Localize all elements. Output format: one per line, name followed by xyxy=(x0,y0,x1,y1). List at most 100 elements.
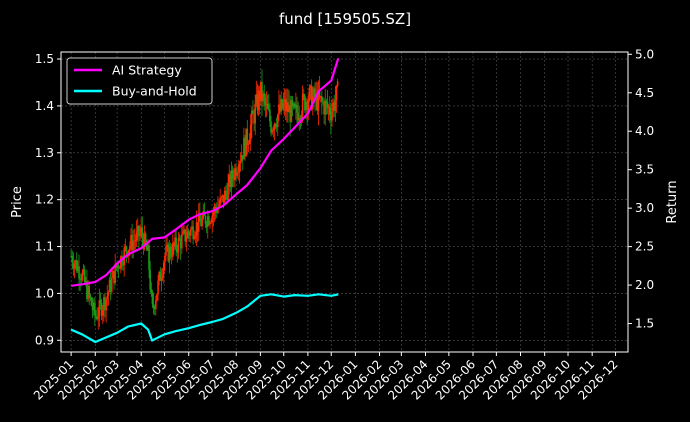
candle-body xyxy=(239,161,242,164)
candle-body xyxy=(145,243,148,251)
candle-body xyxy=(117,264,120,269)
candle-body xyxy=(273,124,276,131)
candle-body xyxy=(332,102,334,112)
candle-body xyxy=(197,213,200,232)
candle-body xyxy=(162,262,165,275)
candle-body xyxy=(286,102,288,112)
candle-body xyxy=(135,231,138,241)
candle-body xyxy=(229,174,232,188)
candle-body xyxy=(105,299,107,311)
plot-frame xyxy=(60,51,629,353)
candle-body xyxy=(223,190,226,203)
candle-body xyxy=(122,264,124,266)
candle-body xyxy=(201,218,203,226)
candle-body xyxy=(289,105,292,122)
candle-body xyxy=(310,85,313,110)
candle-body xyxy=(258,90,261,101)
candle-body xyxy=(150,289,153,292)
candle-body xyxy=(90,297,93,306)
candle-body xyxy=(280,99,282,112)
candle-body xyxy=(306,101,308,111)
candle-body xyxy=(164,255,166,263)
candle-body xyxy=(148,245,150,271)
y-left-tick-label: 1.1 xyxy=(35,240,54,254)
candle-body xyxy=(232,177,235,180)
candle-body xyxy=(305,101,307,111)
candle-body xyxy=(99,300,102,303)
candle-body xyxy=(85,281,87,283)
candle-body xyxy=(228,174,231,183)
candle-body xyxy=(301,93,304,116)
candle-body xyxy=(283,99,286,103)
candle-body xyxy=(251,110,253,125)
candle-body xyxy=(218,204,220,208)
candle-body xyxy=(204,215,207,224)
candle-body xyxy=(254,103,257,124)
candle-body xyxy=(265,103,268,106)
candle-body xyxy=(94,302,96,316)
candle-body xyxy=(143,233,146,250)
y-left-axis-label: Price xyxy=(10,186,25,218)
candle-body xyxy=(191,226,193,230)
legend-box xyxy=(66,57,213,105)
candle-body xyxy=(77,266,79,272)
candle-body xyxy=(176,249,179,253)
candle-body xyxy=(144,233,147,244)
candle-body xyxy=(187,231,190,234)
candle-body xyxy=(324,100,327,115)
candle-body xyxy=(116,264,119,268)
candle-body xyxy=(167,244,170,262)
candle-body xyxy=(304,95,306,111)
candle-body xyxy=(194,235,197,238)
candle-body xyxy=(284,99,287,112)
candle-body xyxy=(173,242,175,247)
y-right-tick-label: 1.5 xyxy=(635,317,654,331)
candle-body xyxy=(331,111,333,121)
candle-body xyxy=(326,102,329,108)
candle-body xyxy=(129,245,131,250)
candle-body xyxy=(103,297,105,310)
y-right-tick-label: 2.0 xyxy=(635,278,654,292)
candle-body xyxy=(296,104,298,113)
y-right-tick-label: 4.5 xyxy=(635,86,654,100)
y-right-tick-label: 4.0 xyxy=(635,124,654,138)
candle-body xyxy=(235,168,237,176)
y-left-tick-label: 1.5 xyxy=(35,52,54,66)
candle-body xyxy=(292,103,295,107)
candle-body xyxy=(171,242,174,257)
candle-body xyxy=(70,255,72,257)
candle-body xyxy=(281,99,284,109)
candle-body xyxy=(276,114,279,127)
candle-body xyxy=(190,229,192,236)
candle-body xyxy=(81,272,84,280)
candle-body xyxy=(160,277,163,281)
candle-body xyxy=(298,118,301,121)
candle-body xyxy=(192,226,194,240)
candle-body xyxy=(256,94,259,111)
y-left-tick-label: 1.0 xyxy=(35,286,54,300)
candle-body xyxy=(319,96,322,98)
candle-body xyxy=(321,96,323,102)
candle-body xyxy=(166,244,168,247)
y-left-tick-label: 0.9 xyxy=(35,333,54,347)
candle-body xyxy=(336,81,339,86)
candle-body xyxy=(302,93,305,96)
candle-body xyxy=(210,222,212,224)
candle-body xyxy=(182,231,184,235)
candle-body xyxy=(131,234,133,250)
candle-body xyxy=(279,104,281,112)
candle-body xyxy=(177,238,180,253)
candle-body xyxy=(267,108,270,110)
y-right-tick-label: 2.5 xyxy=(635,240,654,254)
candle-body xyxy=(241,155,244,160)
candle-body xyxy=(211,215,214,223)
candle-body xyxy=(78,266,80,279)
candle-body xyxy=(316,93,319,111)
candle-body xyxy=(155,300,157,310)
candle-body xyxy=(230,170,233,188)
candle-body xyxy=(82,269,85,273)
candle-body xyxy=(309,85,312,88)
candle-body xyxy=(188,233,191,236)
candle-body xyxy=(327,106,330,108)
legend: AI Strategy Buy-and-Hold xyxy=(66,57,213,105)
